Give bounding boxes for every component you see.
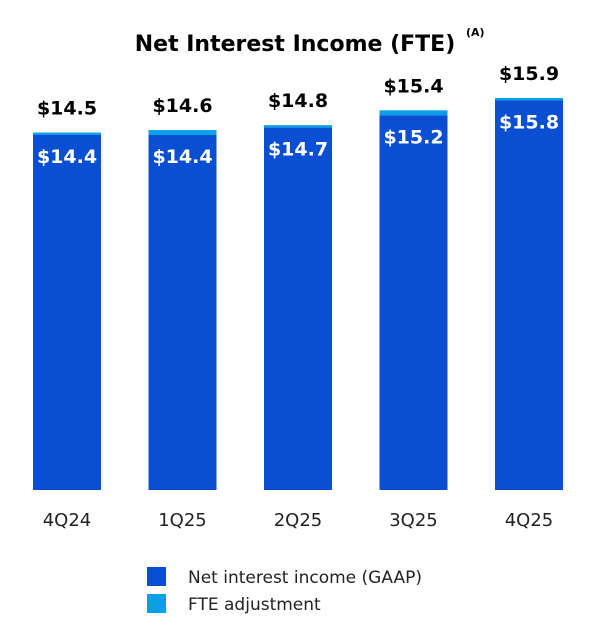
- x-axis-ticks: 4Q24 1Q25 2Q25 3Q25 4Q25: [43, 510, 554, 531]
- bar-gaap-label-4Q24: $14.4: [37, 146, 97, 168]
- bar-gaap-2Q25: [264, 127, 332, 491]
- bar-gaap-label-4Q25: $15.8: [499, 111, 559, 133]
- legend-label-fte: FTE adjustment: [188, 595, 321, 615]
- bar-fte-3Q25: [379, 110, 448, 116]
- x-tick-4Q24: 4Q24: [43, 510, 92, 531]
- chart-title-superscript: (A): [466, 26, 485, 39]
- labels-group: $14.4 $14.5 $14.4 $14.6 $14.7 $14.8 $15.2 $15.4…: [37, 63, 559, 168]
- bar-fte-1Q25: [148, 130, 217, 135]
- bar-gaap-4Q24: [33, 134, 101, 490]
- bar-total-label-2Q25: $14.8: [268, 90, 328, 112]
- chart-title-text: Net Interest Income (FTE): [135, 32, 456, 57]
- legend: Net interest income (GAAP) FTE adjustment: [147, 567, 422, 615]
- x-tick-3Q25: 3Q25: [389, 510, 438, 531]
- x-tick-4Q25: 4Q25: [505, 510, 554, 531]
- bar-gaap-1Q25: [148, 134, 217, 490]
- bar-gaap-label-1Q25: $14.4: [152, 146, 212, 168]
- bar-gaap-label-2Q25: $14.7: [268, 139, 328, 161]
- bar-total-label-1Q25: $14.6: [152, 95, 212, 117]
- bar-total-label-3Q25: $15.4: [383, 75, 443, 97]
- chart-title: Net Interest Income (FTE) (A): [135, 26, 485, 57]
- legend-swatch-gaap: [147, 567, 166, 586]
- bar-fte-4Q25: [495, 98, 563, 101]
- bars-group: [33, 98, 563, 491]
- bar-gaap-label-3Q25: $15.2: [383, 126, 443, 148]
- legend-label-gaap: Net interest income (GAAP): [188, 568, 422, 588]
- bar-gaap-3Q25: [379, 115, 448, 490]
- bar-total-label-4Q24: $14.5: [37, 98, 97, 120]
- x-tick-1Q25: 1Q25: [158, 510, 207, 531]
- bar-fte-4Q24: [33, 132, 101, 135]
- bar-gaap-4Q25: [495, 100, 563, 491]
- bar-fte-2Q25: [264, 125, 332, 128]
- legend-swatch-fte: [147, 594, 166, 613]
- bar-total-label-4Q25: $15.9: [499, 63, 559, 85]
- x-tick-2Q25: 2Q25: [274, 510, 323, 531]
